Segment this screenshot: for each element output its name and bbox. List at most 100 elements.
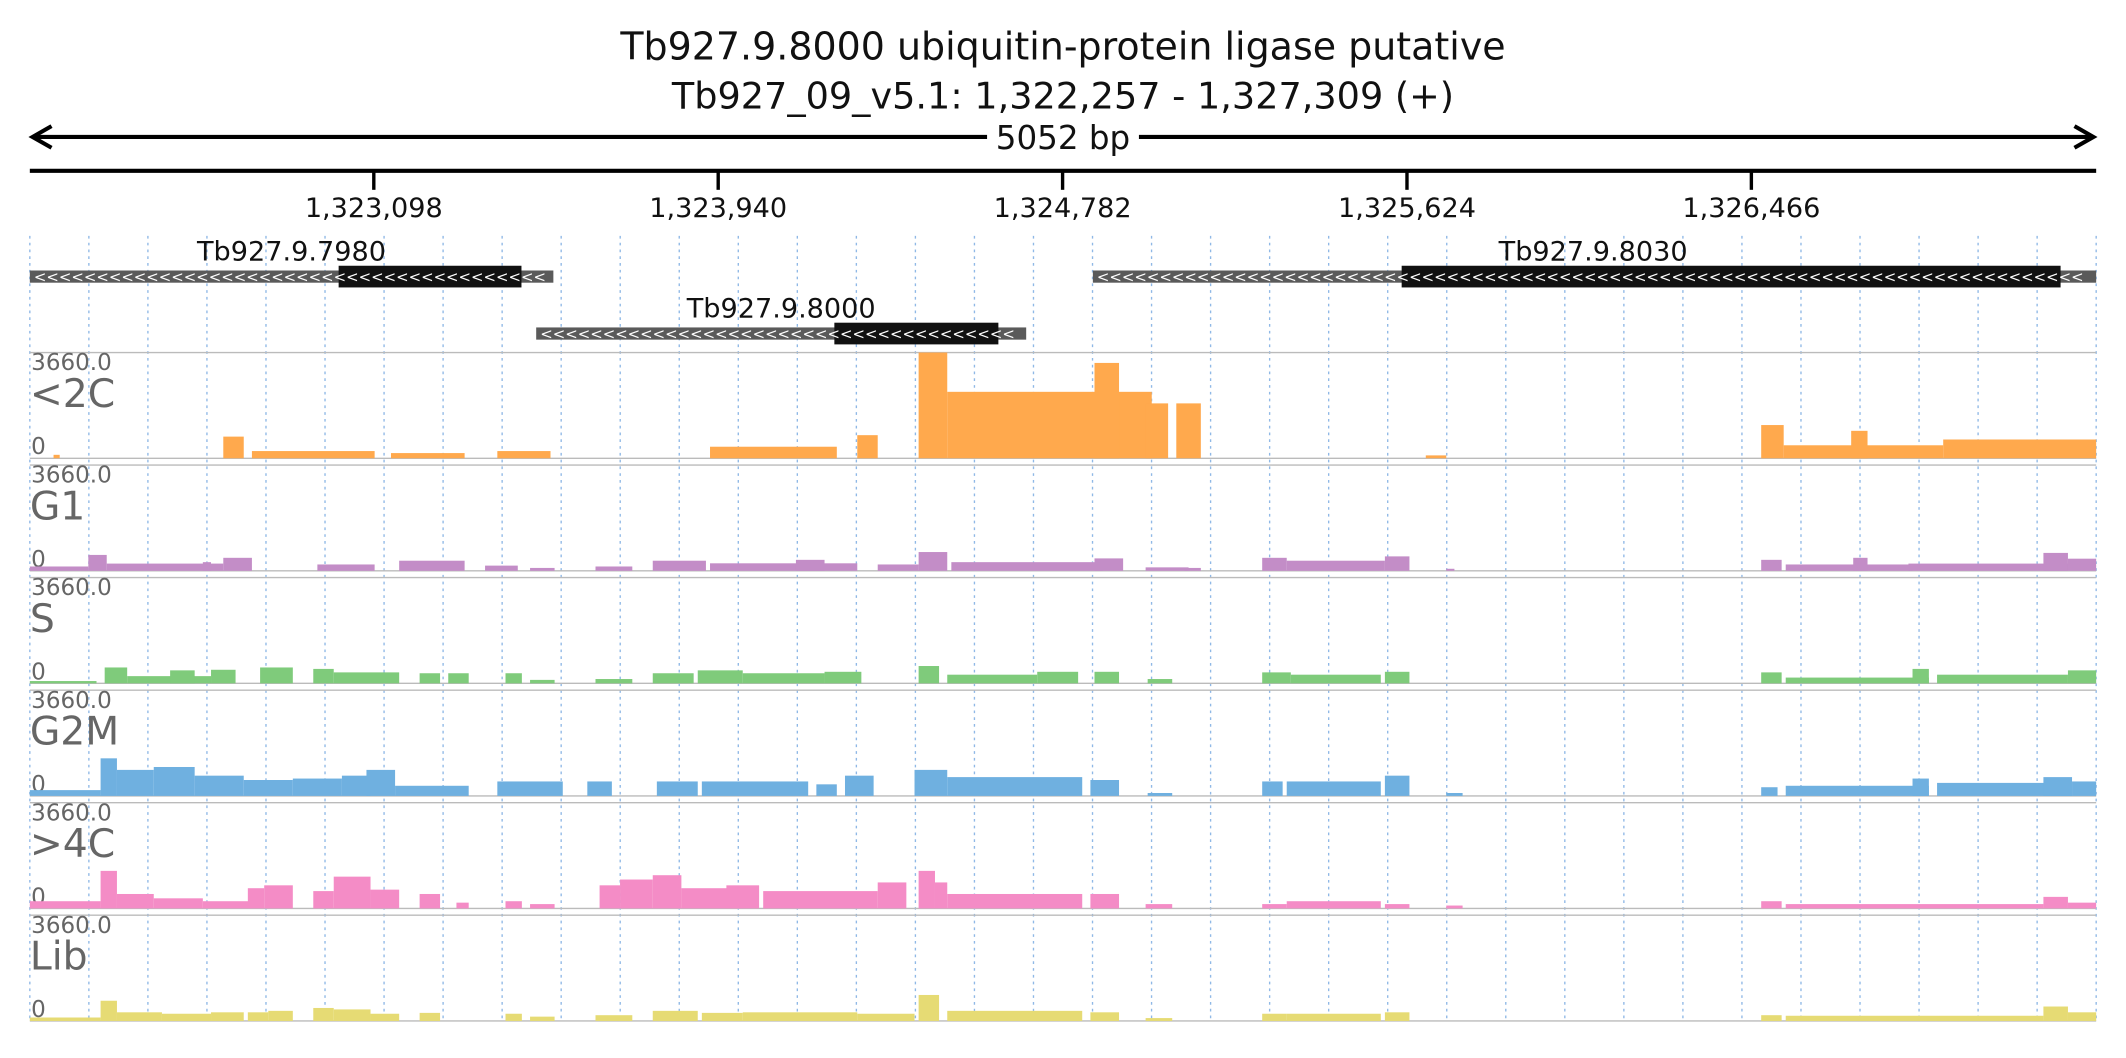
coverage-bar — [333, 672, 400, 684]
track-name-label: G2M — [30, 709, 119, 754]
coverage-bar — [914, 769, 948, 796]
coverage-bar — [505, 673, 522, 684]
coverage-bar — [1145, 567, 1189, 571]
coverage-bar — [918, 552, 948, 571]
coverage-bar — [1090, 780, 1120, 796]
coverage-bar — [194, 775, 244, 796]
coverage-bar — [223, 557, 252, 571]
coverage-bar — [505, 901, 522, 909]
coverage-bar — [652, 673, 694, 684]
coverage-bar — [419, 893, 441, 909]
track-max-label: 3660.0 — [31, 688, 112, 714]
coverage-bar — [918, 870, 935, 909]
coverage-bar — [1937, 674, 2068, 684]
strand-arrows-icon: <<<<<<<<<<<<<<<<<<<<<<<<<<<<<<<<<<<<<<<<… — [34, 268, 546, 286]
coverage-bar — [697, 670, 743, 684]
coverage-bar — [530, 904, 555, 909]
coverage-bar — [106, 563, 224, 571]
coverage-bar — [211, 1012, 244, 1021]
coverage-bar — [485, 565, 518, 571]
coverage-bar — [53, 454, 60, 459]
coverage-bar — [947, 1010, 1083, 1021]
strand-arrows-icon: <<<<<<<<<<<<<<<<<<<<<<<<<<<<<<<<<<<<<<<<… — [1097, 268, 2084, 286]
coverage-bar — [587, 781, 612, 796]
coverage-bar — [1176, 403, 1201, 459]
axis-tick-label: 1,323,098 — [305, 193, 443, 224]
coverage-bar — [1262, 781, 1283, 796]
coverage-bar — [877, 882, 907, 909]
coverage-bar — [1785, 1015, 2044, 1021]
coverage-bar — [1145, 403, 1169, 459]
coverage-bar — [395, 785, 469, 796]
track-min-label: 0 — [31, 659, 46, 685]
chart-title: Tb927.9.8000 ubiquitin-protein ligase pu… — [619, 25, 1505, 69]
arrowhead-right-icon — [2073, 124, 2098, 150]
coverage-bar — [1853, 557, 1868, 571]
span-label: 5052 bp — [996, 119, 1130, 157]
coverage-bar — [824, 671, 862, 684]
coverage-bar — [153, 898, 203, 909]
coverage-bar — [2067, 902, 2097, 909]
coverage-bar — [656, 781, 698, 796]
coverage-bar — [763, 891, 878, 909]
track-max-label: 3660.0 — [31, 463, 112, 489]
coverage-bar — [1761, 559, 1782, 571]
coverage-bar — [795, 559, 825, 571]
coverage-bar — [1425, 455, 1447, 459]
coverage-bar — [29, 1017, 101, 1021]
track-min-label: 0 — [31, 434, 46, 460]
coverage-bar — [260, 667, 293, 684]
coverage-bar — [497, 781, 563, 796]
gene-cds — [834, 322, 999, 345]
coverage-bar — [947, 391, 1152, 459]
gene-label: Tb927.9.8000 — [686, 293, 876, 324]
coverage-bar — [877, 564, 919, 571]
track->4C: 3660.00>4C — [29, 800, 2097, 910]
coverage-bar — [530, 1016, 555, 1021]
coverage-bar — [2067, 670, 2097, 684]
coverage-bar — [816, 784, 837, 796]
coverage-bar — [1094, 558, 1124, 571]
axis-ticks: 1,323,098 1,323,940 1,324,782 1,325,624 1,32… — [305, 170, 1820, 224]
coverage-bar — [2067, 1012, 2097, 1021]
coverage-bar — [116, 893, 154, 909]
coverage-bar — [1761, 672, 1782, 684]
track-max-label: 3660.0 — [31, 800, 112, 826]
coverage-bar — [1446, 793, 1463, 796]
coverage-bar — [333, 876, 371, 909]
coverage-bar — [313, 668, 334, 684]
axis-tick-label: 1,326,466 — [1682, 193, 1820, 224]
coverage-bar — [934, 882, 948, 909]
coverage-bar — [104, 667, 128, 684]
track-name-label: S — [30, 597, 55, 642]
coverage-bar — [530, 679, 555, 684]
coverage-bar — [2043, 777, 2073, 796]
track-min-label: 0 — [31, 547, 46, 573]
axis-tick-label: 1,323,940 — [649, 193, 787, 224]
coverage-bar — [1286, 560, 1385, 571]
coverage-bar — [652, 1010, 698, 1021]
coverage-bar — [726, 885, 760, 909]
coverage-bar — [313, 891, 334, 909]
coverage-bar — [1262, 904, 1287, 909]
coverage-bar — [1094, 671, 1120, 684]
coverage-bar — [370, 889, 400, 909]
coverage-bar — [742, 673, 825, 684]
coverage-bar — [247, 1012, 269, 1021]
gene-cds — [1401, 265, 2061, 288]
coverage-bar — [1147, 679, 1173, 684]
coverage-bar — [947, 674, 1038, 684]
track-max-label: 3660.0 — [31, 350, 112, 376]
coverage-bar — [1147, 793, 1173, 796]
coverage-bar — [1184, 567, 1201, 571]
coverage-bar — [1286, 1013, 1381, 1021]
coverage-bar — [370, 1013, 400, 1021]
coverage-bar — [268, 1010, 293, 1021]
coverage-bar — [2067, 558, 2097, 571]
track-max-label: 3660.0 — [31, 575, 112, 601]
track-max-label: 3660.0 — [31, 913, 112, 939]
coverage-bar — [292, 778, 342, 796]
coverage-bar — [1761, 1015, 1782, 1021]
